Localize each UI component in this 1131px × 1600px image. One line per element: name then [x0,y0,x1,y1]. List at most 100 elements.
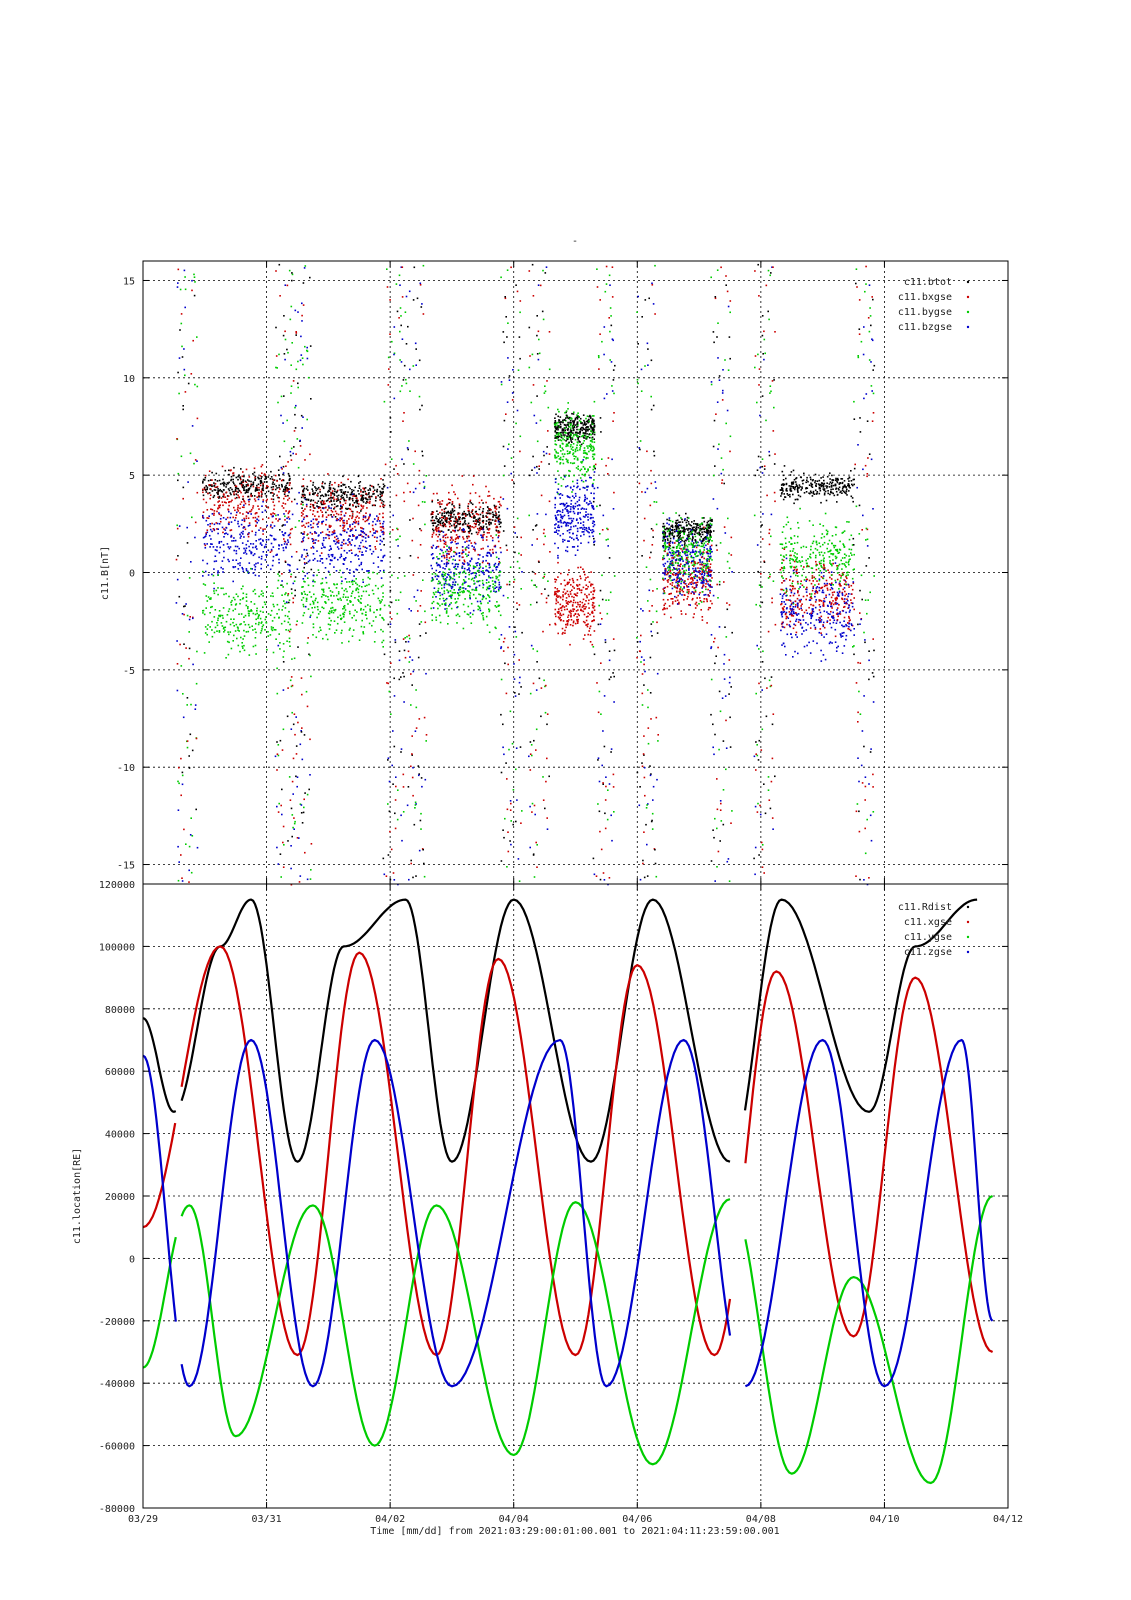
field-data-point [591,427,594,429]
field-data-point [510,266,512,269]
field-data-point [314,599,316,602]
field-data-point [463,559,466,562]
field-data-point [576,449,579,452]
field-data-point [288,599,291,601]
field-data-point [276,554,278,556]
field-data-point [218,496,221,498]
field-data-point [343,563,345,565]
field-data-point [556,511,558,513]
field-data-point [382,533,384,536]
field-data-point [239,564,241,567]
field-data-point [566,581,569,584]
field-data-point [473,566,476,568]
field-data-point [320,552,323,554]
field-data-point [261,628,263,630]
field-data-point [237,494,239,497]
field-data-point [187,382,190,385]
field-data-point [482,614,484,617]
field-data-point [436,546,438,548]
field-data-point [309,774,311,776]
field-data-point [572,449,574,451]
field-data-point [328,482,331,485]
field-data-point [297,386,299,389]
field-data-point [272,651,275,654]
field-data-point [213,590,215,592]
field-data-point [438,564,441,567]
field-data-point [574,554,577,556]
field-data-point [182,405,184,407]
field-data-point [418,774,420,777]
field-data-point [358,564,361,567]
field-data-point [578,504,580,506]
field-data-point [230,512,232,515]
field-data-point [482,527,484,529]
field-data-point [459,520,462,523]
field-data-point [514,692,516,694]
field-data-point [272,481,274,483]
field-data-point [444,517,447,519]
field-data-point [451,562,454,565]
field-data-point [277,811,280,813]
field-data-point [441,522,444,525]
field-data-point [310,499,313,501]
field-data-point [282,656,285,658]
field-data-point [302,304,305,306]
field-data-point [458,576,460,578]
field-data-point [205,595,208,597]
field-data-point [593,630,596,632]
field-data-point [320,532,322,534]
field-data-point [312,603,315,605]
field-data-point [194,536,196,539]
field-data-point [242,527,245,529]
field-data-point [247,484,250,487]
field-data-point [287,615,289,618]
field-data-point [289,536,291,539]
field-data-point [271,483,274,485]
field-data-point [567,573,569,576]
field-data-point [464,576,467,578]
field-data-point [462,528,465,530]
field-data-point [293,817,295,819]
field-data-point [593,492,595,495]
field-data-point [356,515,359,518]
field-data-point [589,414,591,417]
field-data-point [563,521,566,523]
field-data-point [383,504,386,507]
field-data-point [229,631,232,633]
field-data-point [297,311,299,313]
field-data-point [301,320,303,322]
field-data-point [578,583,581,586]
field-data-point [243,475,245,478]
field-data-point [230,521,233,523]
field-data-point [258,489,260,491]
field-data-point [214,486,217,489]
field-data-point [283,488,285,491]
field-data-point [345,596,347,598]
field-data-point [565,549,567,552]
field-data-point [321,511,323,513]
field-data-point [488,631,491,634]
field-data-point [468,578,470,580]
field-data-point [371,495,373,498]
field-data-point [253,603,256,605]
field-data-point [462,536,464,538]
field-data-point [205,532,207,534]
field-data-point [505,316,507,318]
field-data-point [189,733,192,736]
field-data-point [218,610,221,612]
field-data-point [560,502,563,505]
field-data-point [463,521,466,524]
field-data-point [328,507,330,509]
field-data-point [499,547,502,549]
field-data-point [381,599,383,601]
field-data-point [558,526,560,529]
field-data-point [559,444,561,447]
field-data-point [277,754,280,757]
field-data-point [360,505,363,508]
field-data-point [288,569,291,571]
field-data-point [291,342,293,344]
field-data-point [423,875,426,878]
field-data-point [365,614,367,616]
field-data-point [211,635,214,638]
field-data-point [284,284,287,286]
